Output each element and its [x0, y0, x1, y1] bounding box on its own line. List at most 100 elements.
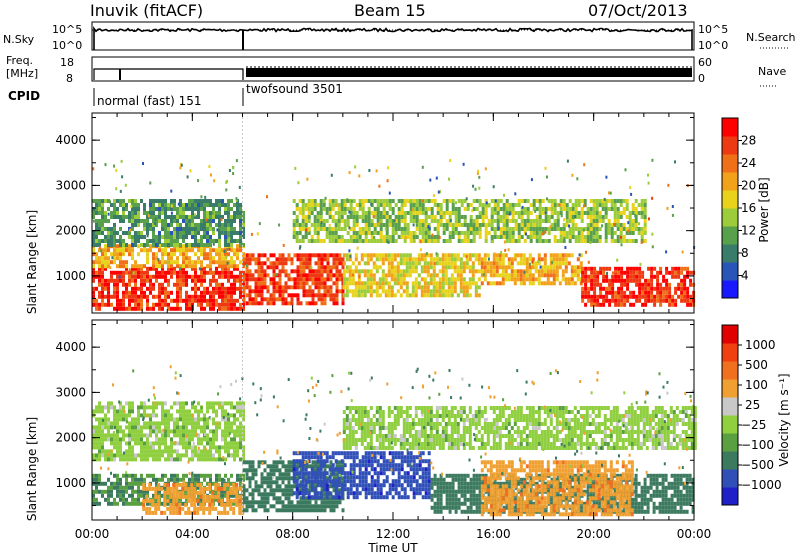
radar-cell [193, 498, 197, 503]
radar-cell [137, 223, 140, 227]
radar-cell [215, 290, 218, 295]
radar-cell [332, 297, 336, 302]
radar-cell [251, 504, 255, 509]
radar-cell [556, 211, 560, 215]
radar-cell [592, 219, 596, 223]
radar-cell [381, 253, 385, 258]
radar-cell [311, 277, 315, 282]
radar-cell [571, 203, 575, 207]
radar-cell [187, 498, 191, 503]
radar-cell [266, 472, 270, 477]
radar-cell [455, 201, 457, 205]
radar-cell [565, 215, 569, 219]
radar-cell [205, 506, 209, 511]
radar-cell [345, 253, 349, 258]
radar-cell [206, 264, 209, 269]
radar-cell [577, 203, 581, 207]
radar-cell [550, 211, 554, 215]
radar-cell [242, 215, 245, 219]
radar-cell [617, 266, 621, 271]
radar-cell [98, 441, 101, 446]
radar-cell [242, 285, 246, 290]
radar-cell [541, 239, 545, 243]
radar-cell [154, 217, 157, 221]
radar-cell [242, 477, 245, 482]
radar-cell [370, 231, 374, 235]
radar-cell [182, 266, 185, 271]
radar-cell [498, 281, 502, 286]
radar-cell [620, 294, 624, 299]
radar-cell [674, 270, 678, 275]
radar-cell [553, 235, 557, 239]
radar-cell [394, 231, 398, 235]
radar-cell [538, 211, 542, 215]
radar-cell [403, 211, 407, 215]
radar-cell [369, 257, 373, 262]
radar-cell [236, 231, 239, 235]
radar-cell [212, 270, 215, 275]
radar-cell [345, 289, 349, 294]
radar-cell [239, 445, 242, 450]
radar-cell [387, 253, 391, 258]
radar-cell [296, 285, 300, 290]
radar-cell [242, 227, 245, 231]
radar-cell [149, 181, 152, 185]
radar-cell [167, 270, 170, 275]
radar-cell [185, 302, 188, 307]
radar-cell [143, 270, 146, 275]
radar-cell [235, 198, 238, 202]
radar-cell [143, 457, 146, 462]
radar-cell [140, 489, 143, 494]
radar-cell [490, 227, 494, 231]
radar-cell [593, 290, 597, 295]
radar-cell [155, 453, 158, 458]
radar-cell [182, 203, 185, 207]
radar-cell [433, 235, 437, 239]
radar-cell [152, 413, 155, 418]
radar-cell [327, 254, 330, 258]
radar-cell [493, 252, 496, 256]
radar-cell [122, 203, 125, 207]
radar-cell [490, 219, 494, 223]
radar-cell [421, 227, 425, 231]
radar-cell [230, 270, 233, 275]
radar-cell [215, 270, 218, 275]
radar-cell [122, 294, 125, 299]
radar-cell [329, 265, 333, 270]
radar-cell [98, 302, 101, 307]
radar-cell [194, 449, 197, 454]
radar-cell [386, 179, 389, 183]
radar-cell [593, 298, 597, 303]
radar-cell [665, 270, 669, 275]
radar-cell [406, 211, 410, 215]
radar-cell [357, 261, 361, 266]
radar-cell [517, 211, 521, 215]
radar-cell [550, 203, 554, 207]
radar-cell [625, 231, 629, 235]
radar-cell [137, 294, 140, 299]
radar-cell [650, 298, 654, 303]
radar-cell [143, 274, 146, 279]
radar-cell [357, 281, 361, 286]
radar-cell [532, 231, 536, 235]
radar-cell [429, 289, 433, 294]
radar-cell [671, 294, 675, 299]
radar-cell [233, 260, 236, 265]
radar-cell [326, 261, 330, 266]
radar-cell [110, 252, 113, 257]
radar-cell [272, 460, 276, 465]
radar-cell [170, 235, 173, 239]
radar-cell [320, 293, 324, 298]
radar-cell [671, 302, 675, 307]
radar-cell [299, 496, 303, 501]
radar-cell [504, 265, 508, 270]
radar-cell [248, 285, 252, 290]
radar-cell [131, 401, 134, 406]
radar-cell [320, 257, 324, 262]
radar-cell [128, 282, 131, 287]
radar-cell [131, 266, 134, 271]
radar-cell [334, 235, 338, 239]
radar-cell [423, 265, 427, 270]
radar-cell [390, 257, 394, 262]
radar-cell [627, 221, 630, 225]
